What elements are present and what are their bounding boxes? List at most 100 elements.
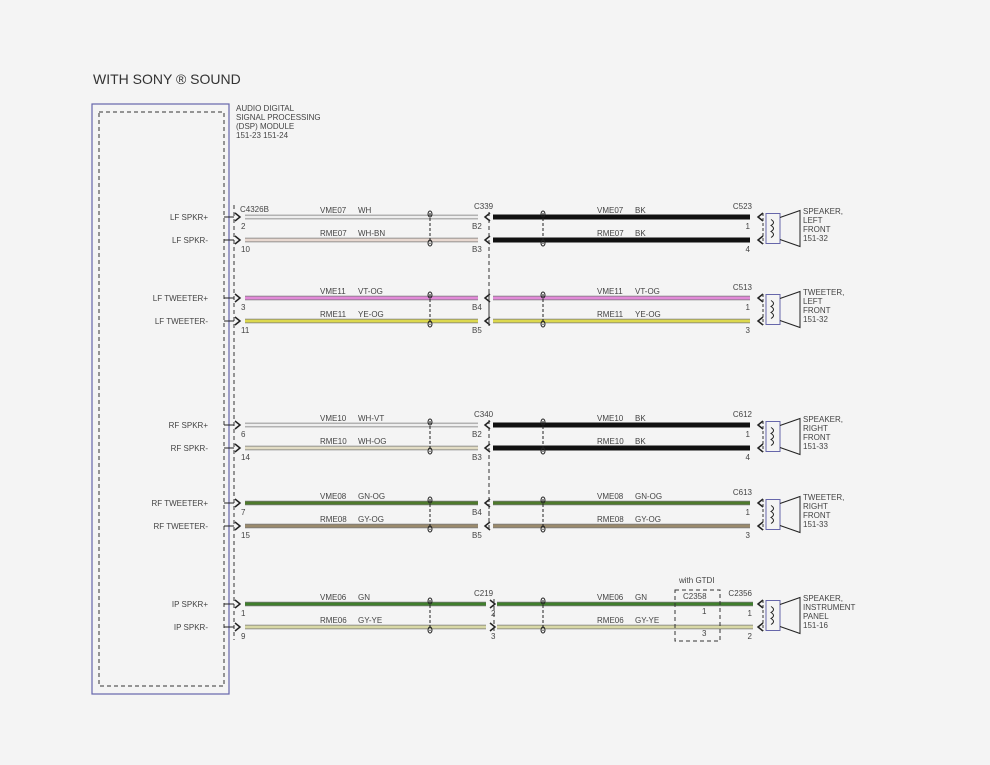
device-label: FRONT [803, 306, 831, 315]
device-label: LEFT [803, 297, 823, 306]
speaker-coil-icon [770, 300, 774, 319]
circuit-id: RME08 [320, 515, 347, 524]
module-pin: 1 [241, 609, 246, 618]
device-label: FRONT [803, 225, 831, 234]
option-connector-label: C2358 [683, 592, 707, 601]
circuit-id: VME06 [320, 593, 347, 602]
circuit-id: RME07 [320, 229, 347, 238]
signal-label: IP SPKR- [174, 623, 208, 632]
circuit-id: VME11 [320, 287, 346, 296]
twisted-pair-icon [427, 239, 433, 247]
device-label: FRONT [803, 511, 831, 520]
device-pin: 4 [746, 453, 751, 462]
signal-label: RF SPKR+ [169, 421, 209, 430]
option-connector-box [674, 589, 721, 642]
circuit-id: VME10 [320, 414, 347, 423]
device-connector-label: C513 [733, 283, 753, 292]
circuit-id: RME10 [320, 437, 347, 446]
device-label: 151-16 [803, 621, 828, 630]
option-pin: 1 [702, 607, 707, 616]
speaker-coil-icon [770, 505, 774, 524]
speaker-cone-icon [779, 209, 801, 248]
inline-pin: B4 [472, 303, 482, 312]
connector-arrow-icon [483, 443, 491, 453]
connector-arrow-icon [234, 521, 242, 531]
module-pin: 14 [241, 453, 250, 462]
module-label-line: 151-23 151-24 [236, 131, 289, 140]
inline-pin: B5 [472, 326, 482, 335]
device-connector-label: C2356 [728, 589, 752, 598]
inline-connector-label: C340 [474, 410, 494, 419]
speaker-coil-icon [770, 427, 774, 446]
wire-color: WH-BN [358, 229, 385, 238]
inline-pin: B5 [472, 531, 482, 540]
device-label: FRONT [803, 433, 831, 442]
twisted-pair-icon [540, 210, 546, 218]
circuit-id: VME11 [597, 287, 623, 296]
twisted-pair-icon [540, 291, 546, 299]
connector-arrow-icon [756, 443, 764, 453]
module-pin: 15 [241, 531, 250, 540]
circuit-id: RME11 [597, 310, 624, 319]
circuit-group: IP SPKR+ 1 VME06 GN 2 VME06 GN 1 IP SPKR- 9 RME06 G… [172, 576, 856, 642]
wire-color: WH-OG [358, 437, 386, 446]
diagram-title: WITH SONY ® SOUND [93, 71, 241, 87]
circuit-group: RF SPKR+ 6 VME10 WH-VT B2 VME10 BK 1 RF SPKR- 14 R… [169, 410, 843, 462]
speaker-cone-icon [779, 417, 801, 456]
twisted-pair-icon [427, 210, 433, 218]
connector-arrow-icon [483, 316, 491, 326]
inline-pin: 3 [491, 632, 496, 641]
twisted-pair-icon [427, 418, 433, 426]
dsp-module-outline [91, 103, 230, 695]
device-connector-label: C612 [733, 410, 753, 419]
connector-arrow-icon [756, 293, 764, 303]
connector-arrow-icon [483, 212, 491, 222]
wire-color: GY-OG [358, 515, 384, 524]
inline-connector-label: C339 [474, 202, 494, 211]
connector-arrow-icon [234, 622, 242, 632]
circuit-id: VME08 [320, 492, 347, 501]
connector-arrow-icon [756, 599, 764, 609]
wire-color: WH [358, 206, 372, 215]
connector-arrow-icon [234, 599, 242, 609]
circuit-id: VME07 [320, 206, 347, 215]
module-label-line: (DSP) MODULE [236, 122, 294, 131]
connector-arrow-icon [756, 498, 764, 508]
device-label: SPEAKER, [803, 207, 843, 216]
device-pin: 1 [746, 222, 751, 231]
circuit-id: VME10 [597, 414, 624, 423]
twisted-pair-icon [540, 496, 546, 504]
twisted-pair-icon [427, 320, 433, 328]
connector-arrow-icon [756, 316, 764, 326]
speaker-icon [765, 294, 781, 325]
connector-arrow-icon [756, 235, 764, 245]
twisted-pair-icon [427, 525, 433, 533]
wire-color: BK [635, 414, 646, 423]
circuit-group: LF SPKR+ 2 VME07 WH B2 VME07 BK 1 LF SPKR- 10 RME0… [170, 202, 843, 254]
module-label: AUDIO DIGITAL SIGNAL PROCESSING (DSP) MO… [236, 104, 321, 140]
signal-label: RF SPKR- [171, 444, 209, 453]
circuit-id: VME06 [597, 593, 624, 602]
connector-arrow-icon [483, 420, 491, 430]
twisted-pair-icon [540, 626, 546, 634]
device-pin: 1 [746, 430, 751, 439]
speaker-icon [765, 213, 781, 244]
device-connector-label: C523 [733, 202, 753, 211]
connector-arrow-icon [756, 212, 764, 222]
device-label: RIGHT [803, 502, 828, 511]
speaker-icon [765, 600, 781, 631]
twisted-pair-icon [540, 418, 546, 426]
connector-arrow-icon [234, 443, 242, 453]
device-pin: 3 [746, 326, 751, 335]
device-connector-label: C613 [733, 488, 753, 497]
speaker-icon [765, 499, 781, 530]
wire-color: GN [635, 593, 647, 602]
option-label: with GTDI [678, 576, 715, 585]
wire-color: BK [635, 437, 646, 446]
device-pin: 1 [746, 303, 751, 312]
twisted-pair-icon [540, 320, 546, 328]
signal-label: LF TWEETER+ [153, 294, 209, 303]
signal-label: LF SPKR- [172, 236, 208, 245]
device-pin: 1 [746, 508, 751, 517]
module-pin: 11 [241, 326, 250, 335]
